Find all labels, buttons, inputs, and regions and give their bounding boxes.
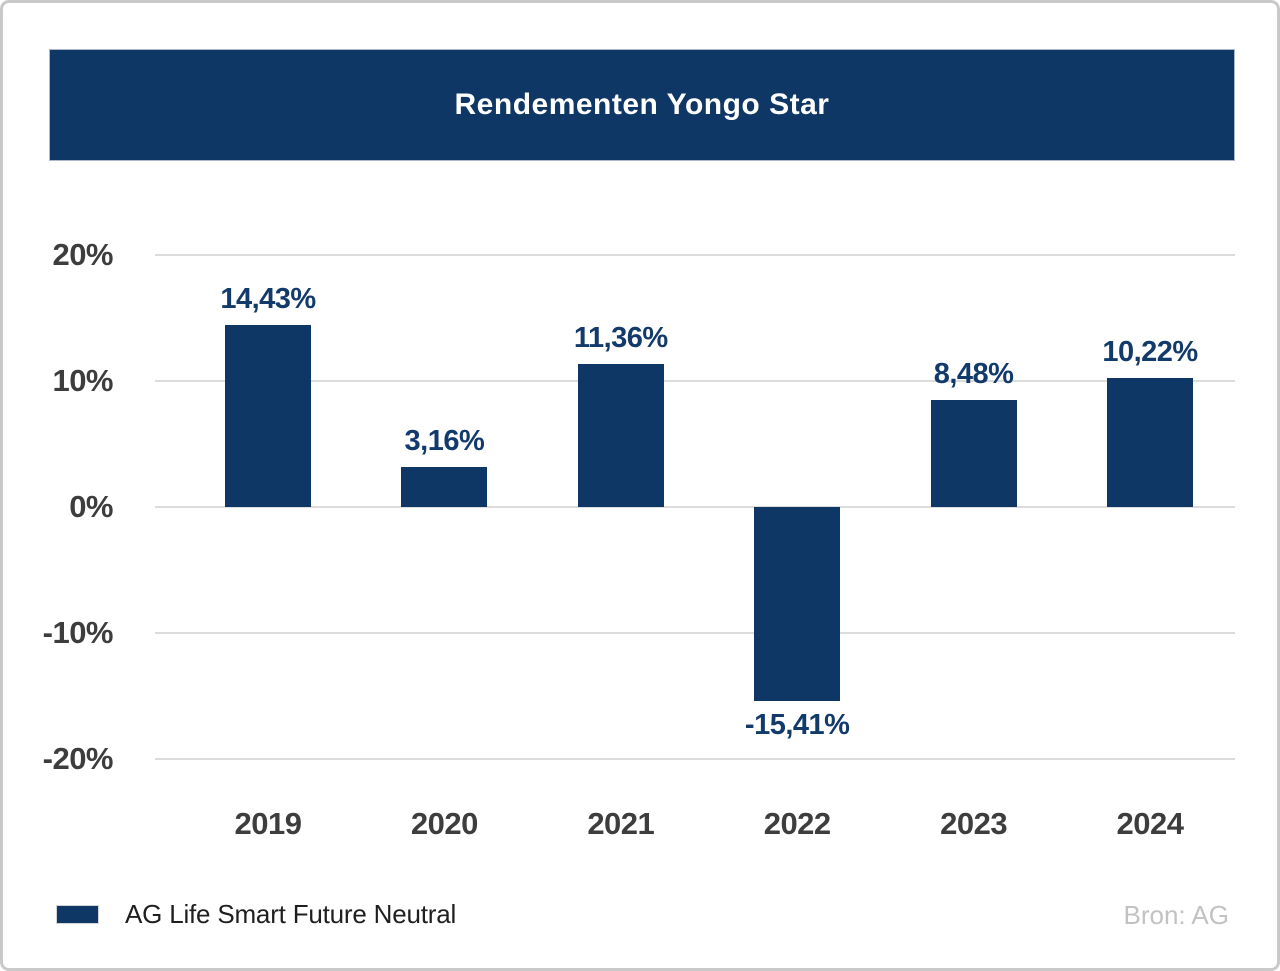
- bar-value-label-2019: 14,43%: [220, 283, 316, 316]
- source-label: Bron: AG: [1123, 900, 1230, 930]
- bar-value-label-2024: 10,22%: [1102, 336, 1198, 369]
- y-tick-label: -20%: [42, 741, 114, 776]
- gridline--20%: [155, 758, 1235, 760]
- gridline-10%: [155, 380, 1235, 382]
- gridline--10%: [155, 632, 1235, 634]
- bar-value-label-2021: 11,36%: [573, 321, 668, 354]
- legend-swatch: [56, 905, 99, 924]
- x-tick-label-2022: 2022: [763, 806, 831, 841]
- y-tick-label: -10%: [42, 615, 114, 650]
- title-banner: Rendementen Yongo Star: [49, 49, 1235, 161]
- y-tick-label: 20%: [52, 237, 113, 272]
- plot-area: 20% 10% 0% -10% -20% 14,43% 2019 3,16% 2020 11,36…: [3, 3, 1277, 968]
- bar-2019: [225, 325, 311, 507]
- bar-2024: [1107, 378, 1193, 507]
- x-tick-label-2020: 2020: [410, 806, 478, 841]
- y-tick-label: 0%: [69, 489, 113, 524]
- bar-2021: [577, 363, 664, 507]
- x-tick-label-2024: 2024: [1116, 806, 1184, 841]
- x-tick-label-2023: 2023: [940, 806, 1008, 841]
- x-tick-label-2019: 2019: [234, 806, 302, 841]
- bar-value-label-2020: 3,16%: [404, 425, 485, 458]
- legend-series-label: AG Life Smart Future Neutral: [125, 899, 457, 929]
- legend: AG Life Smart Future Neutral: [56, 899, 456, 930]
- chart-title: Rendementen Yongo Star: [454, 88, 830, 121]
- bar-value-label-2022: -15,41%: [744, 709, 850, 742]
- gridline-20%: [155, 254, 1235, 256]
- bar-2022: [754, 507, 841, 702]
- y-tick-label: 10%: [52, 363, 113, 398]
- gridline-0%: [155, 506, 1235, 508]
- bar-2020: [401, 467, 488, 507]
- bar-value-label-2023: 8,48%: [933, 358, 1014, 391]
- bar-2023: [930, 400, 1017, 507]
- x-tick-label-2021: 2021: [587, 806, 655, 841]
